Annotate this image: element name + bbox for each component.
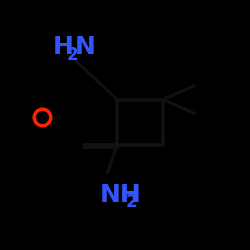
Text: H: H (52, 36, 74, 60)
Text: N: N (75, 36, 96, 60)
Text: 2: 2 (126, 193, 137, 211)
Text: NH: NH (100, 183, 142, 207)
Text: 2: 2 (66, 46, 78, 64)
